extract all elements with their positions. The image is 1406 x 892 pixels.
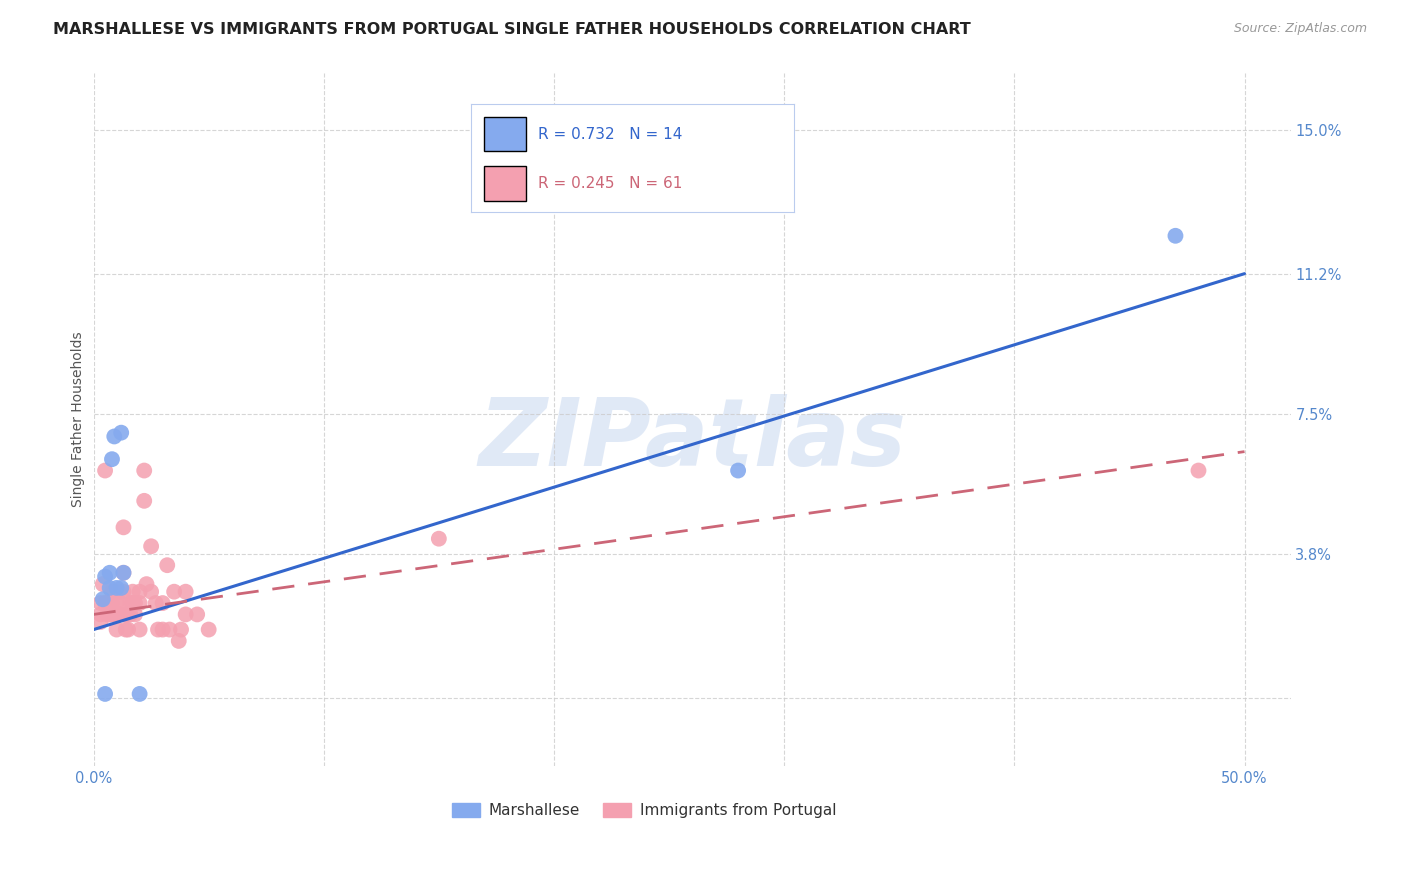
Text: ZIPatlas: ZIPatlas [478,394,905,486]
Point [98,566,121,580]
Point [98,607,121,622]
Point [94,464,117,478]
Point [186,607,208,622]
Point [427,532,450,546]
Point [114,607,136,622]
Point [156,558,179,573]
Point [89,615,111,629]
Point [167,634,190,648]
Point [98,607,121,622]
Point [120,607,142,622]
Point [89,607,111,622]
Point [128,596,150,610]
Point [101,452,124,467]
Point [174,607,197,622]
Point [112,520,135,534]
Point [174,584,197,599]
Y-axis label: Single Father Households: Single Father Households [72,332,86,508]
Point [105,581,128,595]
Point [117,607,139,622]
Point [103,607,125,622]
Point [163,584,186,599]
Point [146,623,169,637]
Point [98,596,121,610]
Point [105,623,128,637]
Point [128,584,150,599]
Point [110,425,132,440]
Point [110,596,132,610]
Point [121,596,143,610]
Point [101,584,124,599]
Point [112,566,135,580]
Point [124,607,146,622]
Point [121,584,143,599]
Point [94,596,117,610]
Point [727,464,749,478]
Text: Source: ZipAtlas.com: Source: ZipAtlas.com [1233,22,1367,36]
Point [94,687,117,701]
Point [96,596,118,610]
Point [105,596,128,610]
Point [124,596,146,610]
Point [139,584,162,599]
Point [110,581,132,595]
Point [98,581,121,595]
Point [112,584,135,599]
Point [159,623,181,637]
Point [1164,228,1187,243]
Point [134,493,156,508]
Point [89,596,111,610]
Text: MARSHALLESE VS IMMIGRANTS FROM PORTUGAL SINGLE FATHER HOUSEHOLDS CORRELATION CHA: MARSHALLESE VS IMMIGRANTS FROM PORTUGAL … [53,22,972,37]
Point [128,623,150,637]
Point [96,607,118,622]
Point [145,596,167,610]
Point [91,592,114,607]
Point [112,566,135,580]
Legend: Marshallese, Immigrants from Portugal: Marshallese, Immigrants from Portugal [446,797,842,824]
Point [105,607,128,622]
Point [117,623,139,637]
Point [103,584,125,599]
Point [101,607,124,622]
Point [91,577,114,591]
Point [197,623,219,637]
Point [114,623,136,637]
Point [152,623,174,637]
Point [94,596,117,610]
Point [170,623,193,637]
Point [1187,464,1209,478]
Point [128,687,150,701]
Point [108,607,131,622]
Point [152,596,174,610]
Point [139,539,162,553]
Point [108,584,131,599]
Point [103,429,125,443]
Point [120,596,142,610]
Point [135,577,157,591]
Point [108,607,131,622]
Point [110,607,132,622]
Point [101,596,124,610]
Point [94,569,117,583]
Point [134,464,156,478]
